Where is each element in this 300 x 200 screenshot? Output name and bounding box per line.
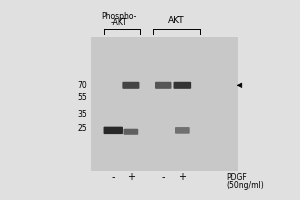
Bar	[91, 37, 238, 171]
FancyBboxPatch shape	[173, 82, 191, 89]
Text: -: -	[112, 172, 115, 182]
FancyBboxPatch shape	[155, 82, 172, 89]
FancyBboxPatch shape	[103, 127, 123, 134]
Text: 25: 25	[77, 124, 87, 133]
Text: (50ng/ml): (50ng/ml)	[226, 181, 264, 190]
Text: -: -	[161, 172, 165, 182]
Text: PDGF: PDGF	[226, 173, 247, 182]
Text: 35: 35	[77, 110, 87, 119]
FancyBboxPatch shape	[175, 127, 190, 134]
FancyBboxPatch shape	[124, 129, 138, 135]
Text: +: +	[127, 172, 135, 182]
Text: 55: 55	[77, 93, 87, 102]
Text: Phospho-: Phospho-	[101, 12, 137, 21]
Text: -AKT: -AKT	[111, 18, 128, 27]
FancyBboxPatch shape	[122, 82, 140, 89]
Text: 70: 70	[77, 81, 87, 90]
Text: +: +	[178, 172, 186, 182]
Text: AKT: AKT	[168, 16, 185, 25]
